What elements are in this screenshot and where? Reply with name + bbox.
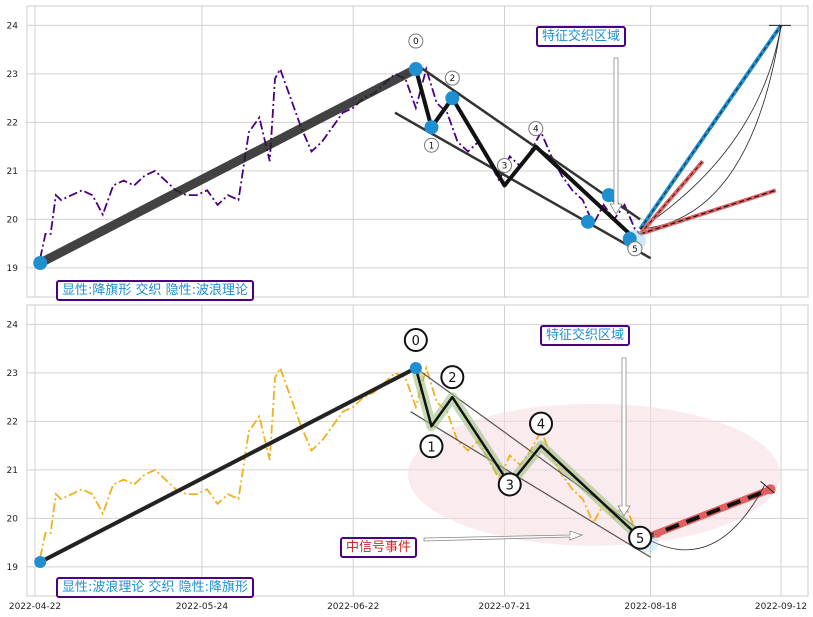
top-pivot-marker bbox=[424, 120, 439, 135]
bottom-wave-label: 3 bbox=[506, 478, 514, 493]
bottom-projection-start bbox=[653, 529, 662, 538]
bottom-wave-label-circle bbox=[440, 365, 465, 390]
top-y-tick-label: 23 bbox=[7, 70, 18, 80]
bottom-wave-label-circle bbox=[497, 472, 522, 497]
x-tick-label: 2022-07-21 bbox=[478, 602, 530, 612]
bottom-wave-path bbox=[414, 367, 641, 539]
top-wave-label-circle bbox=[528, 121, 544, 137]
bottom-y-tick-label: 19 bbox=[7, 563, 19, 573]
bottom-wave-label-circle bbox=[419, 434, 444, 459]
top-pivot-marker bbox=[408, 62, 423, 77]
top-wave-label: 1 bbox=[429, 141, 435, 151]
bottom-region-label: 特征交织区域 bbox=[540, 325, 631, 346]
top-projection-red-dash bbox=[639, 160, 704, 235]
bottom-y-tick-label: 24 bbox=[7, 320, 19, 330]
bottom-wave-label: 5 bbox=[636, 532, 644, 547]
x-tick-label: 2022-09-12 bbox=[755, 602, 807, 612]
x-tick-label: 2022-06-22 bbox=[327, 602, 379, 612]
top-y-tick-label: 21 bbox=[7, 167, 18, 177]
top-projection-blue-dash bbox=[639, 25, 782, 230]
top-flag-lower-line bbox=[394, 111, 652, 260]
top-wave-label-circle bbox=[423, 137, 439, 153]
top-pattern-caption: 显性:降旗形 交织 隐性:波浪理论 bbox=[56, 280, 255, 301]
top-wave-label-circle bbox=[497, 157, 513, 173]
top-trend-line bbox=[35, 64, 421, 268]
top-region-label: 特征交织区域 bbox=[536, 26, 627, 47]
bottom-y-tick-label: 20 bbox=[7, 514, 19, 524]
top-projection-red-main bbox=[639, 188, 777, 236]
bottom-projection-arc bbox=[645, 485, 765, 551]
top-wave-path bbox=[413, 68, 637, 241]
bottom-flag-lower-line bbox=[410, 411, 651, 558]
top-y-tick-label: 20 bbox=[7, 215, 19, 225]
top-wave-label-circle bbox=[627, 241, 643, 257]
top-y-tick-label: 24 bbox=[7, 21, 19, 31]
top-y-tick-label: 19 bbox=[7, 264, 19, 274]
top-wave-label: 0 bbox=[413, 37, 419, 47]
signal-event-arrow bbox=[423, 530, 584, 542]
top-wave-label: 3 bbox=[502, 161, 508, 171]
top-pivot-marker bbox=[601, 188, 616, 203]
bottom-wave-label: 2 bbox=[448, 371, 456, 386]
bottom-wave-label-circle bbox=[529, 411, 554, 436]
top-price-line bbox=[39, 65, 641, 259]
top-plot-frame bbox=[26, 5, 809, 298]
top-pivot-marker bbox=[33, 256, 48, 271]
bottom-y-tick-label: 23 bbox=[7, 369, 18, 379]
feature-zone-ellipse bbox=[408, 403, 780, 546]
top-wave-label: 5 bbox=[632, 245, 638, 255]
bottom-wave-label: 4 bbox=[537, 418, 545, 433]
bottom-projection-dash bbox=[644, 487, 772, 540]
x-tick-label: 2022-04-22 bbox=[9, 602, 61, 612]
bottom-trend-line bbox=[38, 366, 418, 565]
top-wave-label: 2 bbox=[449, 74, 455, 84]
x-tick-label: 2022-05-24 bbox=[176, 602, 229, 612]
bottom-pattern-caption: 显性:波浪理论 交织 隐性:降旗形 bbox=[56, 577, 255, 598]
top-wave-label: 4 bbox=[533, 125, 539, 135]
top-pivot-marker bbox=[580, 214, 595, 229]
signal-event-label: 中信号事件 bbox=[340, 537, 418, 558]
top-region-arrow bbox=[609, 57, 623, 215]
top-wave-label-circle bbox=[408, 33, 424, 49]
bottom-wave-label: 1 bbox=[427, 440, 435, 455]
bottom-pivot-marker bbox=[34, 556, 47, 569]
top-pivot-marker bbox=[445, 91, 460, 106]
bottom-y-tick-label: 22 bbox=[7, 417, 18, 427]
bottom-y-tick-label: 21 bbox=[7, 466, 18, 476]
bottom-wave-label-circle bbox=[628, 525, 653, 550]
bottom-wave-label: 0 bbox=[412, 334, 420, 349]
bottom-region-arrow bbox=[617, 357, 631, 517]
top-wave-label-circle bbox=[444, 70, 460, 86]
bottom-wave-label-circle bbox=[403, 328, 428, 353]
bottom-projection-cap bbox=[760, 480, 775, 494]
x-tick-label: 2022-08-18 bbox=[624, 602, 677, 612]
top-y-tick-label: 22 bbox=[7, 118, 18, 128]
bottom-pivot-marker bbox=[409, 362, 422, 375]
top-projection-arc bbox=[639, 25, 782, 230]
